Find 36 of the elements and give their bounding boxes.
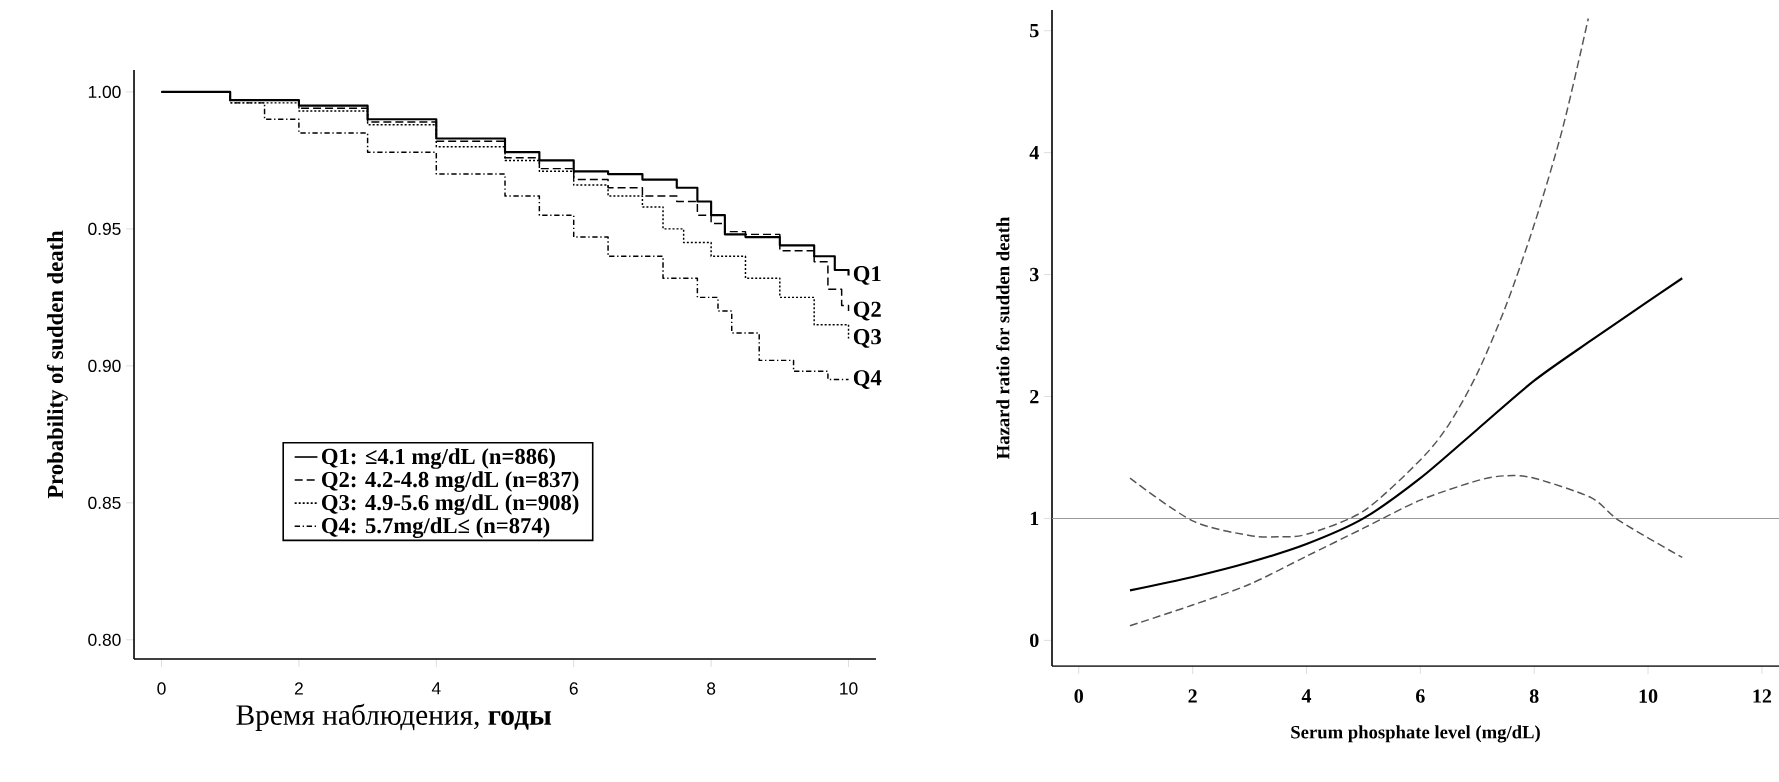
y-tick-label: 1 bbox=[1030, 511, 1039, 526]
y-tick-label: 2 bbox=[1030, 389, 1039, 404]
x-tick-label: 4 bbox=[431, 682, 441, 695]
y-axis-title: Hazard ratio for sudden death bbox=[996, 216, 1010, 460]
y-tick-label: 5 bbox=[1030, 24, 1039, 38]
x-axis-title: Serum phosphate level (mg/dL) bbox=[1291, 725, 1540, 743]
x-tick-label: 8 bbox=[1529, 689, 1539, 703]
y-tick-label: 0.85 bbox=[88, 496, 121, 509]
x-tick-label: 0 bbox=[157, 682, 166, 695]
x-tick-label: 0 bbox=[1074, 689, 1084, 703]
annotation: Q3 bbox=[853, 329, 881, 348]
x-tick-label: 10 bbox=[840, 682, 858, 695]
x-axis-title: Время наблюдения, годы bbox=[236, 703, 552, 731]
y-tick-label: 0 bbox=[1030, 633, 1039, 648]
y-tick-label: 0.95 bbox=[88, 222, 121, 236]
x-tick-label: 10 bbox=[1639, 689, 1658, 703]
x-tick-label: 4 bbox=[1301, 689, 1312, 703]
y-tick-label: 3 bbox=[1030, 267, 1039, 282]
y-tick-label: 0.80 bbox=[88, 633, 121, 646]
x-tick-label: 2 bbox=[294, 682, 303, 695]
annotation: Q2 bbox=[853, 301, 881, 321]
x-tick-label: 8 bbox=[707, 682, 716, 695]
x-tick-label: 12 bbox=[1753, 689, 1772, 703]
y-tick-label: 0.90 bbox=[88, 359, 121, 372]
legend-label: Q3: 4.9-5.6 mg/dL (n=908) bbox=[322, 494, 579, 515]
legend-label: Q2: 4.2-4.8 mg/dL (n=837) bbox=[322, 471, 579, 492]
y-tick-label: 1.00 bbox=[88, 85, 121, 99]
legend-label: Q4: 5.7mg/dL≤ (n=874) bbox=[322, 517, 550, 539]
legend-label: Q1: ≤4.1 mg/dL (n=886) bbox=[322, 448, 555, 469]
x-tick-label: 6 bbox=[569, 682, 578, 695]
x-tick-label: 6 bbox=[1416, 689, 1425, 703]
annotation: Q4 bbox=[853, 370, 882, 389]
y-axis-title: Probability of sudden death bbox=[46, 230, 68, 499]
x-tick-label: 2 bbox=[1188, 689, 1197, 703]
y-tick-label: 4 bbox=[1029, 146, 1039, 160]
annotation: Q1 bbox=[853, 266, 881, 285]
